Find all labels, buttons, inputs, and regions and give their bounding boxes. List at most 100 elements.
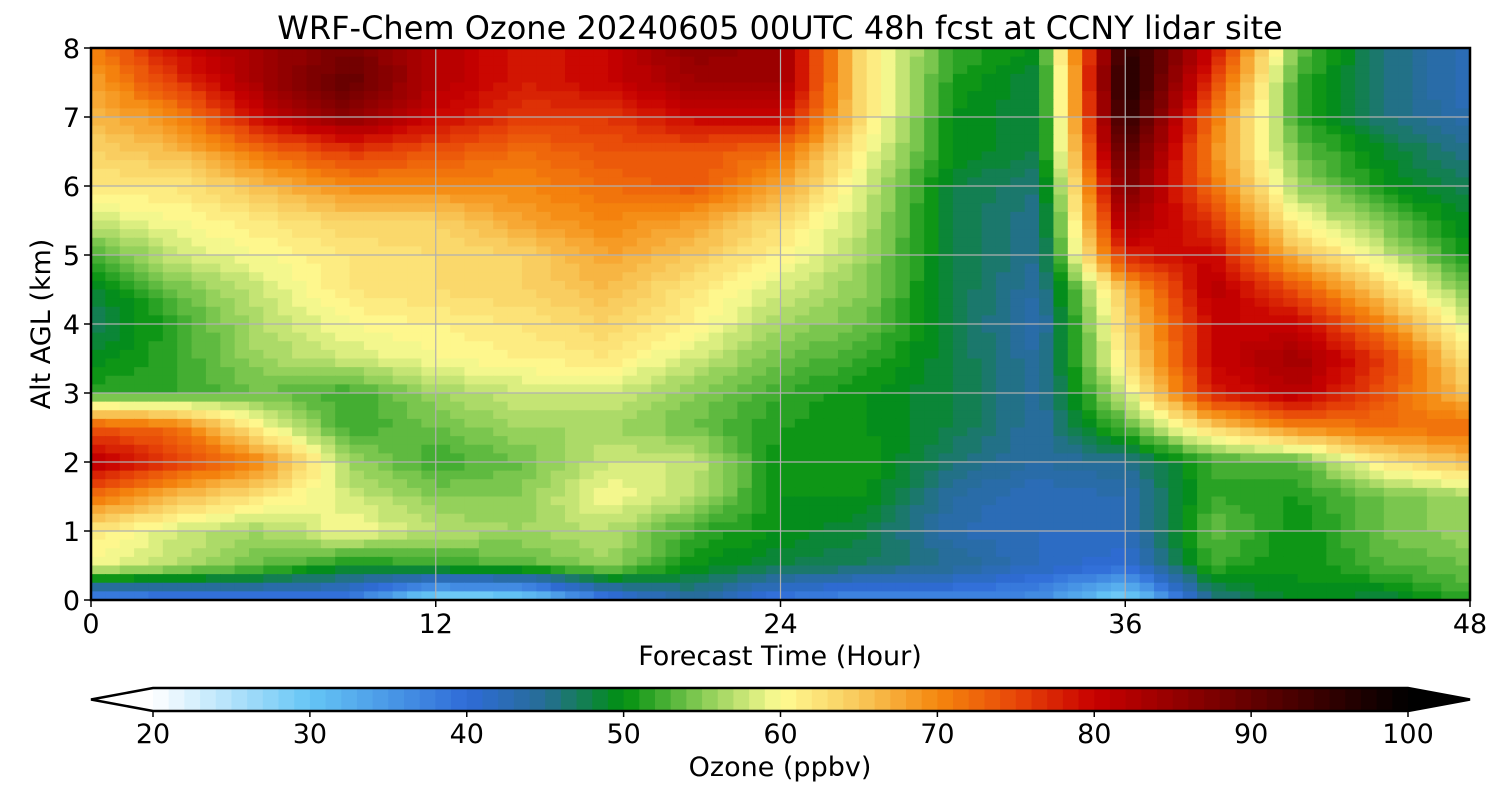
contour-cell	[1369, 186, 1385, 196]
contour-cell	[1082, 453, 1098, 463]
contour-cell	[1010, 65, 1026, 75]
contour-cell	[1240, 462, 1256, 472]
contour-cell	[478, 289, 494, 299]
contour-cell	[392, 280, 408, 291]
contour-cell	[1297, 229, 1313, 239]
contour-cell	[1082, 56, 1098, 66]
contour-cell	[1355, 263, 1371, 273]
contour-cell	[1039, 462, 1055, 472]
contour-cell	[162, 453, 178, 463]
contour-cell	[794, 177, 810, 187]
contour-cell	[363, 462, 379, 472]
contour-cell	[1340, 393, 1356, 403]
contour-cell	[1455, 168, 1470, 178]
contour-cell	[1268, 108, 1284, 118]
contour-cell	[1197, 99, 1213, 109]
contour-cell	[995, 341, 1011, 351]
contour-cell	[91, 324, 106, 334]
contour-cell	[665, 410, 681, 420]
contour-cell	[823, 470, 839, 480]
contour-cell	[1139, 91, 1155, 101]
contour-cell	[967, 194, 983, 204]
contour-cell	[1355, 246, 1371, 256]
contour-cell	[665, 315, 681, 325]
contour-cell	[220, 177, 236, 187]
contour-cell	[909, 358, 925, 368]
contour-cell	[392, 56, 408, 66]
contour-cell	[1067, 48, 1083, 58]
contour-cell	[1426, 255, 1442, 265]
contour-cell	[421, 229, 437, 239]
contour-cell	[1441, 246, 1457, 256]
contour-cell	[608, 324, 624, 334]
contour-cell	[335, 255, 351, 265]
contour-cell	[823, 349, 839, 360]
contour-cell	[967, 108, 983, 118]
contour-cell	[1297, 462, 1313, 472]
contour-cell	[995, 479, 1011, 489]
contour-cell	[464, 237, 480, 247]
contour-cell	[1024, 186, 1040, 196]
contour-cell	[952, 375, 968, 385]
contour-cell	[794, 341, 810, 351]
contour-cell	[363, 168, 379, 178]
contour-cell	[1182, 65, 1198, 75]
contour-cell	[1412, 177, 1428, 187]
contour-cell	[881, 151, 897, 161]
contour-cell	[320, 487, 336, 498]
contour-cell	[1125, 479, 1141, 489]
contour-cell	[205, 401, 221, 411]
contour-cell	[1340, 263, 1356, 273]
contour-cell	[292, 341, 308, 351]
contour-cell	[1053, 358, 1069, 368]
contour-cell	[521, 125, 537, 135]
contour-cell	[837, 358, 853, 368]
contour-cell	[636, 186, 652, 196]
contour-cell	[1125, 211, 1141, 222]
contour-cell	[421, 108, 437, 118]
contour-cell	[1024, 237, 1040, 247]
contour-cell	[794, 418, 810, 429]
contour-cell	[1010, 263, 1026, 273]
contour-cell	[1110, 194, 1126, 204]
contour-cell	[981, 272, 997, 282]
contour-cell	[909, 186, 925, 196]
contour-cell	[1053, 91, 1069, 101]
contour-cell	[249, 324, 264, 334]
contour-cell	[1082, 298, 1098, 308]
contour-cell	[1024, 384, 1040, 394]
contour-cell	[1096, 332, 1112, 342]
contour-cell	[148, 384, 164, 394]
contour-cell	[421, 272, 437, 282]
contour-cell	[234, 487, 250, 498]
contour-cell	[349, 393, 365, 403]
contour-cell	[306, 349, 322, 360]
contour-cell	[1197, 134, 1213, 144]
contour-cell	[1369, 246, 1385, 256]
contour-cell	[450, 48, 466, 58]
contour-cell	[363, 315, 379, 325]
contour-cell	[1369, 324, 1385, 334]
contour-cell	[780, 358, 796, 368]
contour-cell	[809, 237, 825, 247]
contour-cell	[679, 280, 695, 291]
contour-cell	[1024, 358, 1040, 368]
contour-cell	[435, 401, 451, 411]
contour-cell	[493, 436, 509, 446]
contour-cell	[1326, 134, 1342, 144]
contour-cell	[292, 487, 308, 498]
contour-cell	[234, 315, 250, 325]
contour-cell	[1355, 99, 1371, 109]
contour-cell	[450, 125, 466, 135]
contour-cell	[162, 237, 178, 247]
contour-cell	[421, 142, 437, 153]
contour-cell	[119, 479, 135, 489]
contour-cell	[809, 479, 825, 489]
contour-cell	[1455, 410, 1470, 420]
contour-cell	[622, 289, 638, 299]
contour-cell	[1398, 220, 1414, 230]
contour-cell	[421, 160, 437, 170]
contour-cell	[234, 289, 250, 299]
contour-cell	[809, 462, 825, 472]
contour-cell	[277, 427, 293, 437]
